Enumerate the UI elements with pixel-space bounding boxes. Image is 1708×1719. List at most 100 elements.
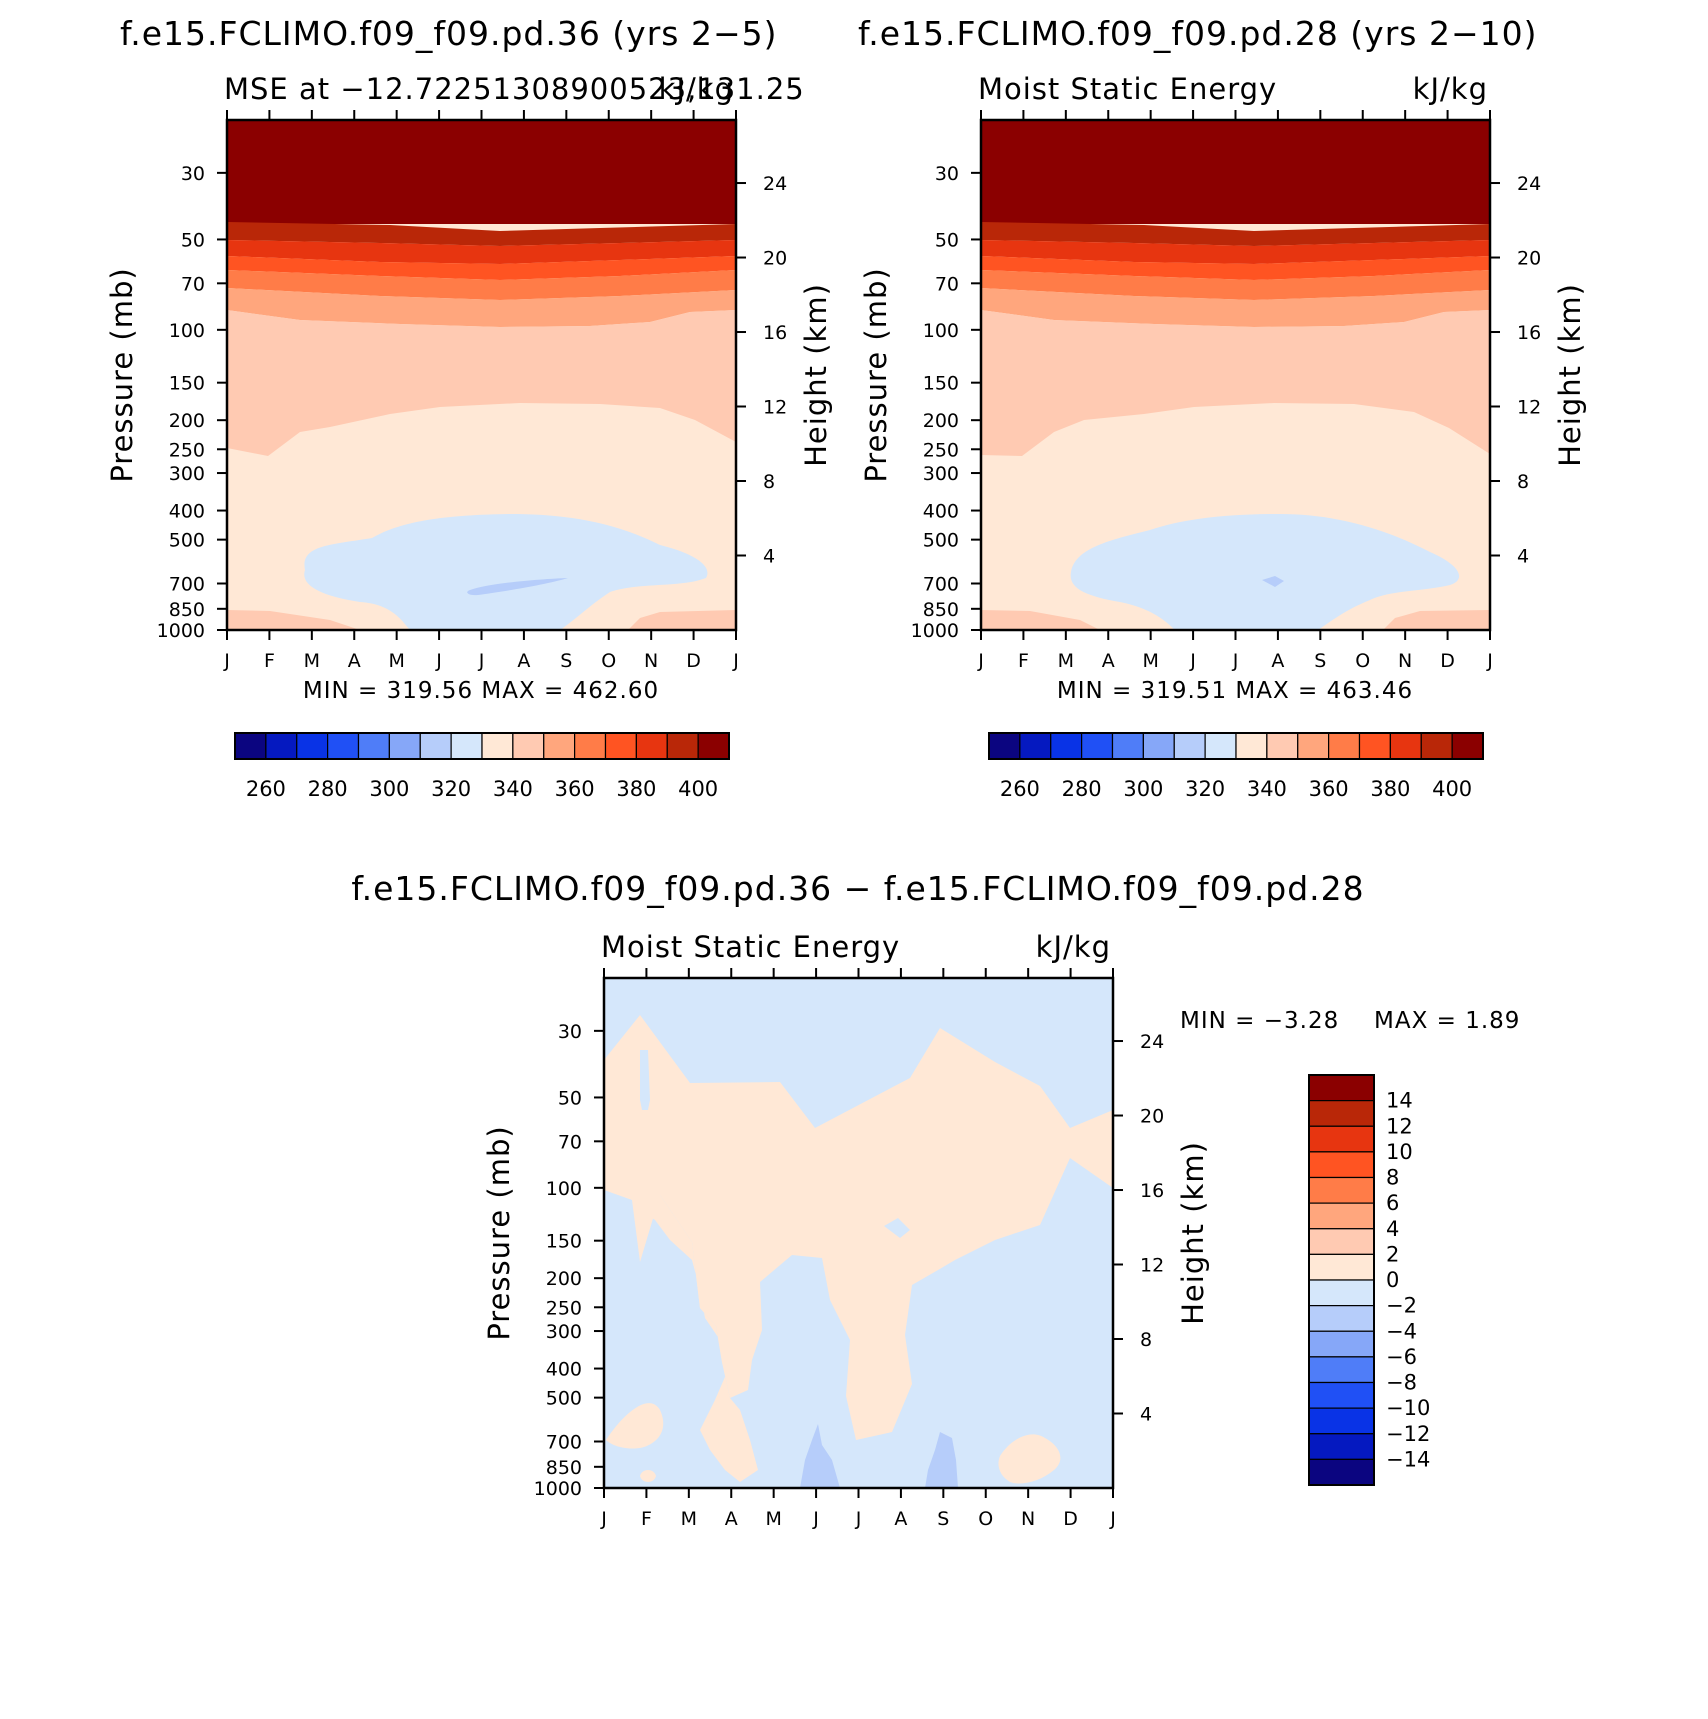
y-tick-label: 300	[169, 463, 205, 485]
panel-c-ylabel: Pressure (mb)	[482, 1125, 516, 1340]
mse-band-ff5422	[981, 256, 1490, 280]
x-tick-label: A	[348, 650, 361, 672]
y-tick-label: 30	[558, 1021, 582, 1043]
mse-band-b92708	[227, 222, 736, 246]
x-tick-label: A	[1102, 650, 1115, 672]
y-tick-label: 150	[546, 1231, 582, 1253]
colorbar-box	[635, 732, 668, 760]
y-tick-label: 100	[169, 320, 205, 342]
colorbar-label: 320	[1185, 777, 1225, 801]
mse-band-ffcab2	[227, 310, 736, 456]
y-tick-label: 300	[923, 463, 959, 485]
x-tick-label: J	[435, 650, 442, 672]
y-tick-label: 50	[935, 229, 959, 251]
mse-band-b92708	[981, 222, 1490, 246]
panel-a-subtitle-right: kJ/kg	[659, 72, 734, 106]
colorbar-box	[1308, 1381, 1375, 1409]
mse-band-ff7c48	[227, 270, 736, 300]
x-tick-label: J	[1109, 1508, 1116, 1530]
y-tick-label: 200	[546, 1268, 582, 1290]
y-tick-label: 200	[923, 410, 959, 432]
colorbar-box	[1451, 732, 1484, 760]
y-tick-label: 850	[169, 599, 205, 621]
panel-c-min: MIN = −3.28	[1180, 1008, 1339, 1034]
colorbar-box	[988, 732, 1021, 760]
x-tick-label: S	[937, 1508, 949, 1530]
x-tick-label: M	[1058, 650, 1074, 672]
y-tick-label: 850	[546, 1457, 582, 1479]
y-tick-label: 400	[923, 501, 959, 523]
x-tick-label: O	[601, 650, 616, 672]
panel-a-colorbar: 260 280 300 320 340 360 380 400	[234, 732, 730, 801]
colorbar-label: 14	[1386, 1089, 1413, 1113]
panel-b-subtitle-left: Moist Static Energy	[978, 72, 1277, 106]
panel-a-min-max: MIN = 319.56 MAX = 462.60	[303, 678, 659, 704]
panel-b-ylabel-right: Height (km)	[1553, 283, 1587, 467]
colorbar-label: 260	[246, 777, 286, 801]
mse-band-ffcab2	[981, 310, 1490, 456]
x-tick-label: M	[1142, 650, 1158, 672]
x-tick-label: J	[812, 1508, 819, 1530]
y-tick-label: 250	[169, 439, 205, 461]
colorbar-label: −6	[1386, 1345, 1417, 1369]
y-tick-label: 100	[546, 1178, 582, 1200]
colorbar-box	[296, 732, 329, 760]
x-tick-label: J	[732, 650, 739, 672]
colorbar-box	[1308, 1202, 1375, 1230]
y-tick-label: 30	[181, 163, 205, 185]
colorbar-box	[1308, 1151, 1375, 1179]
colorbar-label: −14	[1386, 1447, 1430, 1471]
colorbar-box	[1420, 732, 1453, 760]
y-tick-label: 50	[181, 229, 205, 251]
colorbar-label: −8	[1386, 1371, 1417, 1395]
y-tick-label: 200	[169, 410, 205, 432]
colorbar-box	[1308, 1356, 1375, 1384]
mse-band-ffcab2-surface-right	[628, 610, 736, 630]
y-right-tick-label: 24	[763, 173, 787, 195]
colorbar-label: 2	[1386, 1242, 1399, 1266]
colorbar-frame	[988, 732, 1484, 760]
y-tick-label: 250	[923, 439, 959, 461]
x-tick-label: J	[1189, 650, 1196, 672]
y-tick-label: 1000	[157, 620, 205, 642]
mse-band-b6cdfa	[1262, 576, 1284, 587]
colorbar-box	[1358, 732, 1391, 760]
x-tick-label: A	[1271, 650, 1284, 672]
panel-b: f.e15.FCLIMO.f09_f09.pd.28 (yrs 2−10) Mo…	[858, 14, 1587, 801]
panel-c-subtitle-right: kJ/kg	[1036, 930, 1111, 964]
x-tick-label: O	[1355, 650, 1370, 672]
colorbar-box	[543, 732, 576, 760]
colorbar-label: 380	[616, 777, 656, 801]
colorbar-box	[234, 732, 267, 760]
y-tick-label: 400	[169, 501, 205, 523]
colorbar-box	[1308, 1305, 1375, 1332]
panel-c: f.e15.FCLIMO.f09_f09.pd.36 − f.e15.FCLIM…	[351, 869, 1519, 1530]
mse-band-d5e7fb	[1070, 514, 1460, 630]
colorbar-label: −4	[1386, 1319, 1417, 1343]
colorbar-box	[697, 732, 730, 760]
colorbar-label: 4	[1386, 1217, 1399, 1241]
x-tick-label: A	[517, 650, 530, 672]
colorbar-box	[1308, 1100, 1375, 1127]
y-tick-label: 150	[169, 373, 205, 395]
y-right-tick-label: 12	[1517, 397, 1541, 419]
mse-band-ff5422	[227, 256, 736, 280]
y-tick-label: 500	[546, 1388, 582, 1410]
colorbar-box	[1328, 732, 1361, 760]
mse-band-ffcab2-surface-left	[227, 610, 360, 630]
y-right-tick-label: 20	[1517, 248, 1541, 270]
panel-a-title: f.e15.FCLIMO.f09_f09.pd.36 (yrs 2−5)	[120, 14, 777, 53]
colorbar-box	[1308, 1458, 1375, 1486]
colorbar-label: 400	[678, 777, 718, 801]
y-tick-label: 70	[935, 273, 959, 295]
colorbar-box	[1308, 1228, 1375, 1255]
diff-band-0-2-blob-left	[640, 1470, 656, 1482]
colorbar-box	[1297, 732, 1330, 760]
y-right-tick-label: 8	[763, 471, 775, 493]
colorbar-box	[1111, 732, 1144, 760]
colorbar-box	[1050, 732, 1083, 760]
diff-band-0-2-column-a	[632, 1195, 758, 1482]
y-right-tick-label: 16	[1517, 322, 1541, 344]
